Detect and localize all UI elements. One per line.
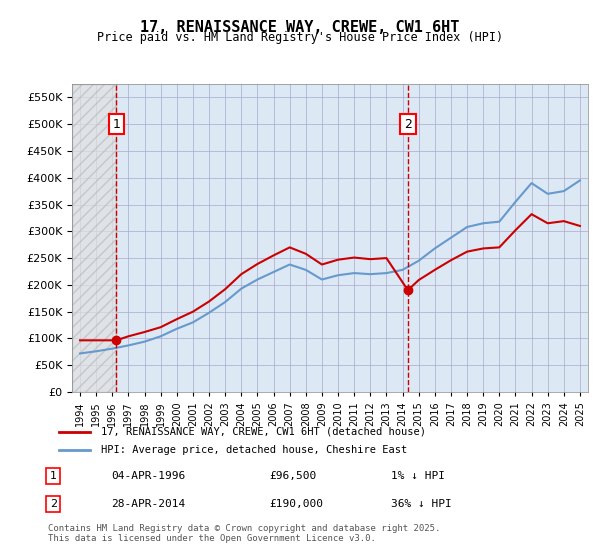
Text: 36% ↓ HPI: 36% ↓ HPI	[391, 499, 452, 509]
Text: 04-APR-1996: 04-APR-1996	[112, 471, 185, 481]
Text: 17, RENAISSANCE WAY, CREWE, CW1 6HT (detached house): 17, RENAISSANCE WAY, CREWE, CW1 6HT (det…	[101, 427, 426, 437]
Text: Price paid vs. HM Land Registry's House Price Index (HPI): Price paid vs. HM Land Registry's House …	[97, 31, 503, 44]
Text: 1: 1	[50, 471, 57, 481]
Text: 1% ↓ HPI: 1% ↓ HPI	[391, 471, 445, 481]
Text: £96,500: £96,500	[270, 471, 317, 481]
Text: 2: 2	[50, 499, 57, 509]
Text: 17, RENAISSANCE WAY, CREWE, CW1 6HT: 17, RENAISSANCE WAY, CREWE, CW1 6HT	[140, 20, 460, 35]
Text: 1: 1	[112, 118, 120, 130]
Text: Contains HM Land Registry data © Crown copyright and database right 2025.
This d: Contains HM Land Registry data © Crown c…	[48, 524, 440, 543]
Text: 28-APR-2014: 28-APR-2014	[112, 499, 185, 509]
Bar	[72, 84, 116, 392]
Text: 2: 2	[404, 118, 412, 130]
Text: £190,000: £190,000	[270, 499, 324, 509]
Text: HPI: Average price, detached house, Cheshire East: HPI: Average price, detached house, Ches…	[101, 445, 407, 455]
